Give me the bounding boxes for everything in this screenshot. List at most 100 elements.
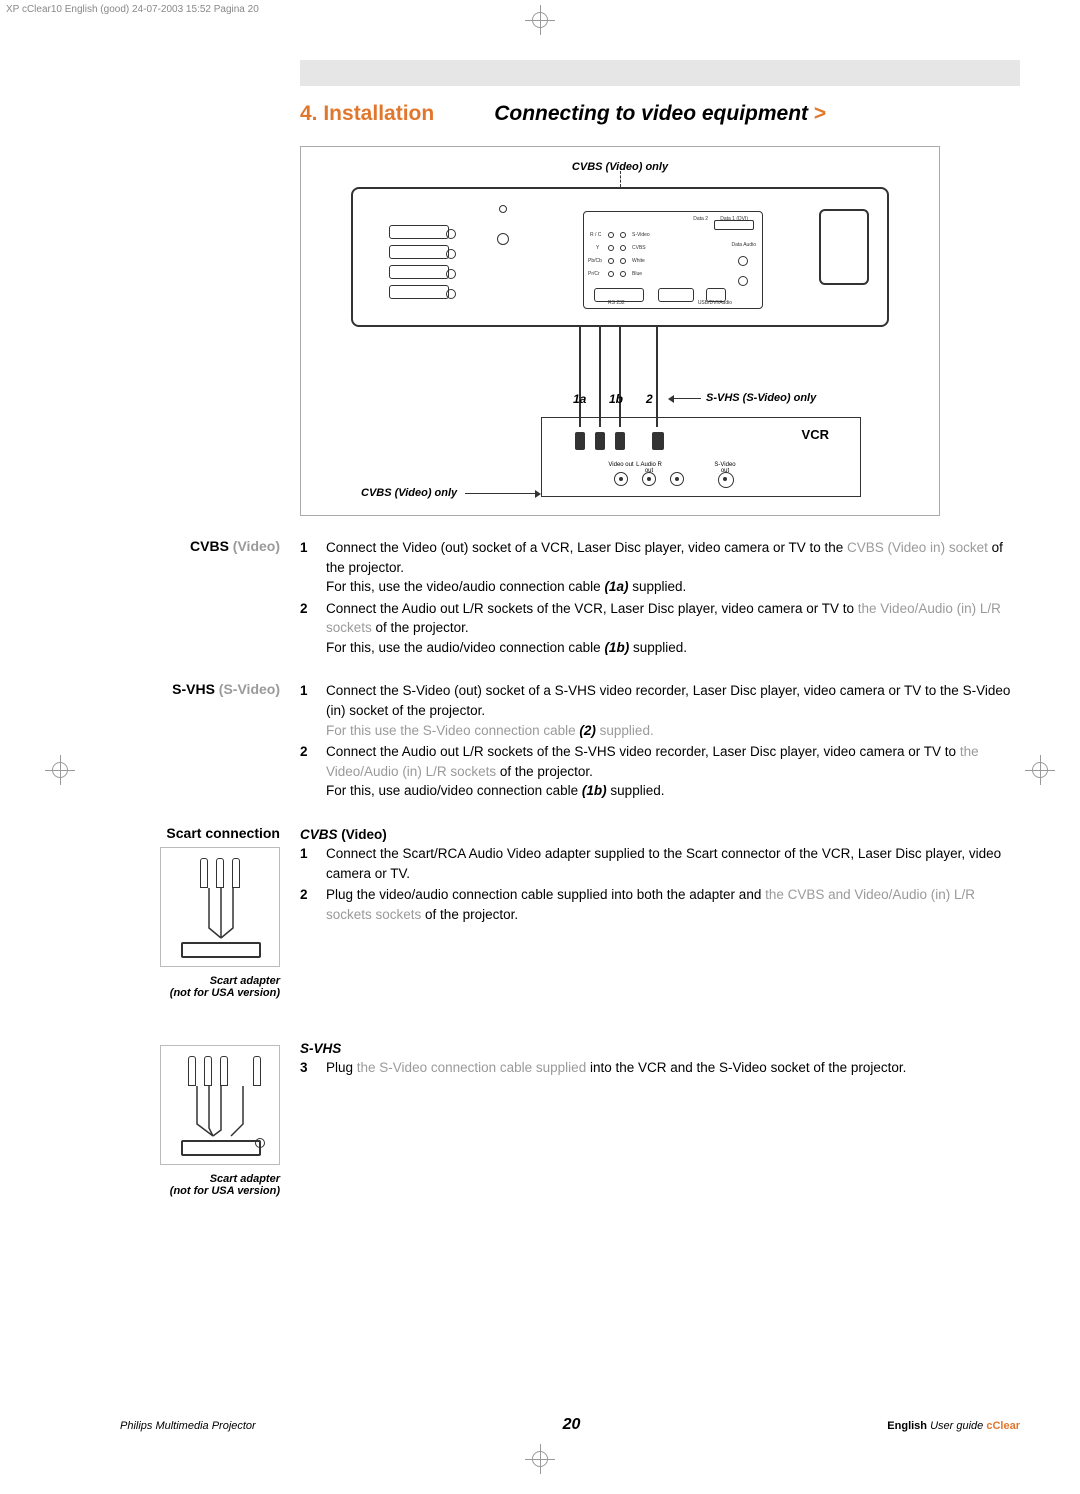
header-block: 4. Installation Connecting to video equi… [300, 60, 1020, 126]
svhs-section: S-VHS (S-Video) 1 Connect the S-Video (o… [120, 681, 1020, 802]
section-subtitle: Connecting to video equipment > [494, 102, 826, 126]
cvbs-section: CVBS (Video) 1 Connect the Video (out) s… [120, 538, 1020, 659]
list-item: 1 Connect the S-Video (out) socket of a … [300, 681, 1020, 740]
scart-section: Scart connection Scart adapter (not for … [120, 825, 1020, 999]
svhs-label-grey: (S-Video) [215, 681, 280, 697]
list-item: 1 Connect the Scart/RCA Audio Video adap… [300, 844, 1020, 883]
list-item: 2 Connect the Audio out L/R sockets of t… [300, 742, 1020, 801]
panel-label: Data 2 [693, 216, 708, 222]
panel-port [620, 245, 626, 251]
cable-tip [253, 1056, 261, 1086]
list-item: 3 Plug the S-Video connection cable supp… [300, 1058, 1020, 1078]
panel-port [620, 232, 626, 238]
item-text: Plug the video/audio connection cable su… [326, 885, 1020, 924]
scart-caption: Scart adapter (not for USA version) [120, 975, 280, 999]
cvbs-bottom-text: CVBS (Video) only [361, 487, 457, 499]
crop-mark-top [530, 10, 550, 30]
crop-info-text: XP cClear10 English (good) 24-07-2003 15… [6, 4, 259, 15]
vcr-jacks: Video out L Audio R out S-Video out [614, 472, 734, 488]
panel-port [608, 271, 614, 277]
svhs-subhead: S-VHS [300, 1039, 1020, 1059]
item-text: Plug the S-Video connection cable suppli… [326, 1058, 906, 1078]
jack-label: S-Video out [710, 462, 740, 474]
item-number: 3 [300, 1058, 314, 1078]
cable-tip [220, 1056, 228, 1086]
connection-diagram: CVBS (Video) only Data 2 Data 1 (DVI) R … [300, 146, 940, 516]
chevron-icon: > [814, 102, 826, 125]
dashed-arrow [620, 171, 621, 187]
projector-body: Data 2 Data 1 (DVI) R / C S-Video Y CVBS… [351, 187, 889, 327]
jack-icon [670, 472, 684, 486]
cable-tip [232, 858, 240, 888]
section-header: 4. Installation Connecting to video equi… [300, 102, 1020, 126]
port [706, 288, 726, 302]
item-text: Connect the Scart/RCA Audio Video adapte… [326, 844, 1020, 883]
scart-side-label: Scart connection [120, 825, 280, 841]
panel-port [608, 232, 614, 238]
list-item: 2 Plug the video/audio connection cable … [300, 885, 1020, 924]
scart-cables [200, 858, 240, 888]
footer-left: Philips Multimedia Projector [120, 1420, 256, 1432]
wire-icon [191, 1086, 251, 1140]
crop-mark-right [1030, 760, 1050, 780]
jack-icon [614, 472, 628, 486]
svhs-only-label: S-VHS (S-Video) only [706, 392, 816, 404]
vcr-label: VCR [802, 427, 829, 442]
panel-label: Y [596, 245, 599, 251]
connector-jack [389, 265, 449, 279]
item-number: 2 [300, 742, 314, 801]
page-number: 20 [563, 1416, 581, 1434]
header-grey-bar [300, 60, 1020, 86]
panel-port [738, 256, 748, 266]
panel-label: S-Video [632, 232, 650, 238]
panel-port [738, 276, 748, 286]
scart-cables [188, 1056, 228, 1086]
scart-subhead: CVBS (Video) [300, 825, 1020, 845]
item-number: 2 [300, 599, 314, 658]
list-item: 1 Connect the Video (out) socket of a VC… [300, 538, 1020, 597]
panel-port [620, 258, 626, 264]
connector-jack [389, 285, 449, 299]
cable-line [599, 327, 601, 427]
svideo-dot-icon [255, 1138, 265, 1148]
connector-panel: Data 2 Data 1 (DVI) R / C S-Video Y CVBS… [583, 211, 763, 309]
crop-mark-bottom [530, 1449, 550, 1469]
cable-label-1b: 1b [609, 392, 623, 406]
cvbs-bottom-label: CVBS (Video) only [361, 487, 457, 499]
cable-label-1a: 1a [573, 392, 586, 406]
scart-svhs-section: Scart adapter (not for USA version) S-VH… [120, 1039, 1020, 1197]
scart-caption-2: Scart adapter (not for USA version) [120, 1173, 280, 1197]
dvi-port [714, 220, 754, 230]
cable-tip [188, 1056, 196, 1086]
vga-port [594, 288, 644, 302]
cable-line [619, 327, 621, 427]
cvbs-body: 1 Connect the Video (out) socket of a VC… [300, 538, 1020, 659]
jack-icon [718, 472, 734, 488]
panel-port [608, 258, 614, 264]
svhs-body: 1 Connect the S-Video (out) socket of a … [300, 681, 1020, 802]
footer-right: English User guide cClear [887, 1420, 1020, 1432]
page-footer: Philips Multimedia Projector 20 English … [120, 1416, 1020, 1434]
panel-label: White [632, 258, 645, 264]
scart-adapter-diagram [160, 847, 280, 967]
item-number: 1 [300, 844, 314, 883]
scart2-side: Scart adapter (not for USA version) [120, 1039, 300, 1197]
screw-icon [499, 205, 507, 213]
connector-jack [389, 225, 449, 239]
svhs-side-label: S-VHS (S-Video) [120, 681, 300, 802]
panel-port [608, 245, 614, 251]
cable-line [579, 327, 581, 427]
left-connectors [389, 225, 449, 299]
panel-label: Data Audio [732, 242, 756, 248]
panel-label: Pr/Cr [588, 271, 600, 277]
cvbs-label-bold: CVBS [190, 538, 229, 554]
cvbs-side-label: CVBS (Video) [120, 538, 300, 659]
jack-icon [642, 472, 656, 486]
item-number: 1 [300, 681, 314, 740]
item-text: Connect the Audio out L/R sockets of the… [326, 599, 1020, 658]
screw-icon [497, 233, 509, 245]
panel-label: Pb/Cb [588, 258, 602, 264]
panel-label: Blue [632, 271, 642, 277]
scart-side: Scart connection Scart adapter (not for … [120, 825, 300, 999]
cable-label-2: 2 [646, 392, 653, 406]
